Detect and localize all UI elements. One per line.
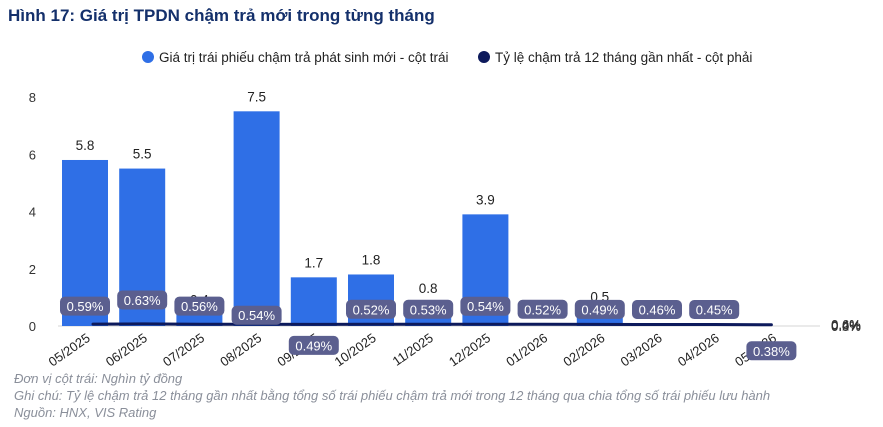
chart-title: Hình 17: Giá trị TPDN chậm trả mới trong… (8, 6, 435, 25)
line-series (91, 322, 773, 327)
bar-value-label: 5.8 (76, 138, 95, 153)
line-value-label: 0.52% (353, 302, 390, 317)
chart-notes: Đơn vị cột trái: Nghìn tỷ đồng Ghi chú: … (14, 370, 770, 421)
bar-value-label: 1.8 (362, 252, 381, 267)
line-value-label: 0.52% (524, 302, 561, 317)
line-label-box (746, 341, 797, 361)
y-right-tick-label: 0.4% (831, 318, 861, 333)
line-label-box (231, 305, 282, 325)
line-label-box (346, 299, 396, 319)
x-tick-label: 07/2025 (160, 330, 207, 369)
line-value-label: 0.54% (238, 308, 275, 323)
bar-value-label: 5.5 (133, 147, 152, 162)
x-tick-label: 05/2025 (46, 330, 93, 369)
line-label-box (288, 335, 339, 355)
line-value-label: 0.46% (639, 302, 676, 317)
y-right-tick-label: 0.6% (831, 317, 861, 332)
x-tick-label: 06/2025 (103, 330, 150, 369)
y-left-tick-label: 6 (29, 147, 36, 162)
legend-line-marker (478, 51, 490, 63)
x-tick-label: 08/2025 (217, 330, 264, 369)
y-left-tick-label: 0 (29, 319, 36, 334)
unit-note: Đơn vị cột trái: Nghìn tỷ đồng (14, 371, 183, 386)
y-left-tick-label: 8 (29, 90, 36, 105)
bar-value-label: 1.7 (304, 255, 323, 270)
line-value-label: 0.54% (467, 299, 504, 314)
line-label-box (60, 296, 110, 316)
bar (233, 111, 280, 326)
x-tick-label: 12/2025 (446, 330, 493, 369)
bar (176, 314, 223, 326)
line-value-label: 0.53% (410, 302, 447, 317)
line-label-box (403, 299, 454, 319)
source-note: Nguồn: HNX, VIS Rating (14, 405, 157, 420)
line-value-label: 0.49% (581, 302, 618, 317)
line-value-label: 0.45% (696, 303, 733, 318)
x-tick-label: 04/2026 (675, 330, 722, 369)
x-tick-label: 02/2026 (560, 330, 607, 369)
line-label-box (632, 299, 682, 319)
calculation-note: Ghi chú: Tỷ lệ chậm trả 12 tháng gần nhấ… (14, 388, 771, 403)
x-tick-label: 03/2026 (618, 330, 665, 369)
y-left-tick-label: 4 (29, 205, 36, 220)
line-label-box (517, 299, 568, 319)
legend-line-label: Tỷ lệ chậm trả 12 tháng gần nhất - cột p… (495, 50, 752, 65)
legend-bar-marker (142, 51, 154, 63)
x-tick-label: 01/2026 (503, 330, 550, 369)
line-value-label: 0.49% (295, 338, 332, 353)
line-value-label: 0.38% (753, 344, 790, 359)
legend-bar-label: Giá trị trái phiếu chậm trả phát sinh mớ… (159, 50, 448, 65)
bar-value-label: 3.9 (476, 192, 495, 207)
line-label-box (689, 300, 740, 320)
y-right-tick-label: 0.0% (831, 319, 861, 334)
line-value-label: 0.63% (124, 293, 161, 308)
y-left-tick-label: 2 (29, 262, 36, 277)
x-tick-label: 11/2025 (390, 330, 436, 369)
line-label-box (574, 299, 625, 319)
bar (290, 277, 337, 326)
line-label-box (117, 290, 168, 310)
y-right-tick-label: 0.2% (831, 318, 861, 333)
line-label-box (460, 296, 511, 316)
line-value-label: 0.56% (181, 299, 218, 314)
line-label-box (174, 296, 225, 316)
bar-value-label: 7.5 (247, 89, 266, 104)
bar-value-label: 0.8 (419, 281, 438, 296)
line-value-label: 0.59% (67, 299, 104, 314)
